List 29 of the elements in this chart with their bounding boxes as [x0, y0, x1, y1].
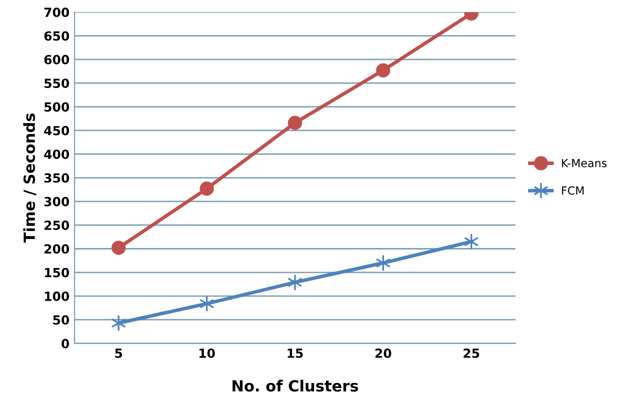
point: [200, 182, 214, 196]
y-tick-label: 0: [62, 338, 70, 348]
y-tick-label: 250: [44, 220, 70, 230]
y-tick-label: 50: [53, 315, 70, 325]
x-tick-label: 5: [115, 348, 122, 358]
y-tick-label: 150: [44, 268, 70, 278]
y-tick-label: 700: [44, 8, 70, 18]
y-tick-label: 450: [44, 126, 70, 136]
point: [288, 274, 302, 291]
y-tick-label: 550: [44, 78, 70, 88]
x-tick-label: 25: [464, 348, 480, 358]
y-tick-label: 300: [44, 196, 70, 206]
y-tick-label: 350: [44, 173, 70, 183]
y-tick-label: 400: [44, 150, 70, 160]
y-tick-label: 200: [44, 244, 70, 254]
point: [376, 63, 390, 78]
legend-label: K-Means: [562, 159, 607, 168]
point: [112, 240, 126, 255]
x-tick-label: 15: [288, 348, 303, 358]
x-axis-title: No. of Clusters: [232, 380, 358, 392]
y-axis-title: Time / Seconds: [23, 113, 36, 243]
x-tick-label: 20: [375, 348, 392, 358]
y-tick-label: 600: [44, 54, 70, 64]
y-tick-label: 100: [44, 292, 70, 301]
y-tick-label: 500: [44, 102, 70, 112]
point: [288, 116, 302, 130]
legend-label: FCM: [562, 186, 584, 195]
y-tick-label: 650: [44, 31, 70, 41]
x-tick-label: 10: [200, 348, 215, 358]
